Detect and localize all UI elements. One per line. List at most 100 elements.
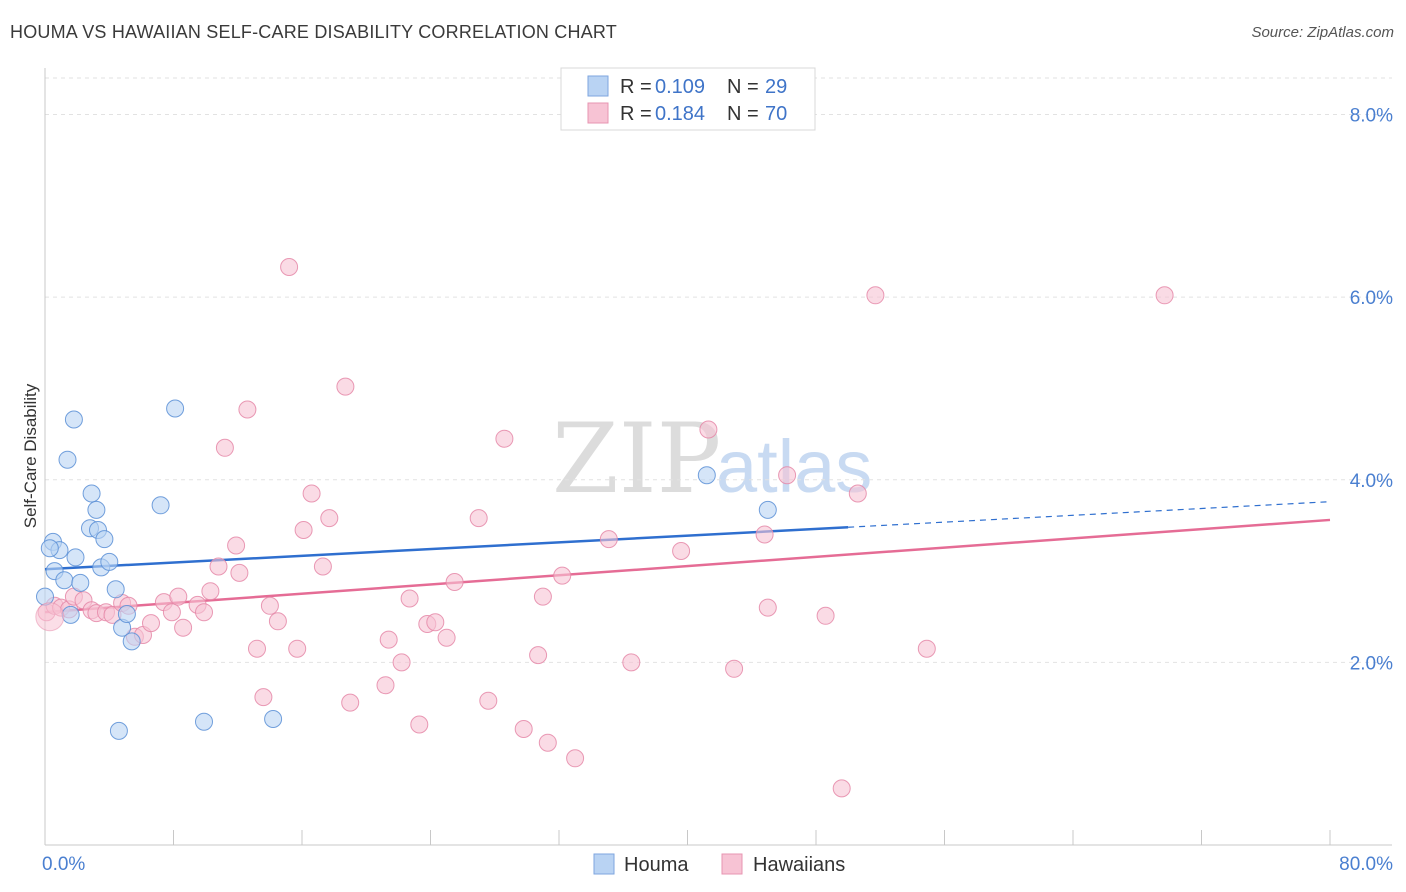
point-houma-18 (109, 721, 128, 740)
point-hawaiians-28 (254, 688, 273, 707)
point-hawaiians-41 (392, 653, 411, 672)
trend-hawaiians (44, 518, 1331, 614)
point-hawaiians-50 (495, 429, 514, 448)
legend-n-value-houma: 29 (765, 76, 787, 98)
point-hawaiians-20 (195, 603, 213, 622)
point-houma-26 (697, 466, 716, 485)
point-hawaiians-42 (400, 589, 419, 608)
point-hawaiians-35 (313, 557, 332, 576)
legend: R = 0.109 N = 29 R = 0.184 N = 70 (560, 67, 816, 131)
data-points (35, 258, 1174, 798)
point-hawaiians-51 (514, 720, 533, 738)
point-hawaiians-57 (599, 530, 618, 549)
point-houma-15 (95, 530, 114, 549)
point-hawaiians-49 (479, 691, 498, 710)
point-hawaiians-56 (566, 749, 585, 768)
point-hawaiians-48 (469, 509, 488, 528)
point-hawaiians-62 (755, 525, 774, 544)
point-hawaiians-21 (201, 582, 220, 601)
point-hawaiians-16 (162, 603, 181, 622)
y-tick-label-0: 2.0% (1350, 653, 1393, 674)
point-hawaiians-14 (142, 614, 160, 633)
point-hawaiians-60 (699, 420, 718, 439)
legend-r-label-hawaiians: R = (620, 103, 652, 125)
point-houma-25 (264, 710, 283, 728)
point-hawaiians-34 (302, 484, 321, 503)
point-hawaiians-68 (866, 286, 885, 305)
point-hawaiians-24 (227, 536, 246, 555)
point-houma-16 (100, 552, 119, 571)
point-hawaiians-27 (248, 639, 266, 658)
x-tick-label-max: 80.0% (1339, 854, 1393, 875)
point-hawaiians-43 (410, 715, 429, 734)
y-axis-label: Self-Care Disability (21, 383, 40, 528)
point-hawaiians-17 (169, 587, 188, 606)
point-hawaiians-52 (529, 646, 548, 665)
legend-r-value-hawaiians: 0.184 (655, 103, 705, 125)
point-hawaiians-26 (238, 400, 257, 419)
point-hawaiians-31 (280, 258, 299, 276)
series-houma (36, 399, 777, 740)
point-hawaiians-18 (174, 618, 193, 637)
point-houma-6 (61, 605, 80, 624)
point-hawaiians-59 (672, 542, 691, 560)
point-hawaiians-54 (538, 733, 557, 752)
y-tick-label-2: 6.0% (1350, 288, 1393, 309)
legend-swatch-hawaiians (587, 102, 609, 124)
point-hawaiians-22 (209, 557, 228, 576)
bottom-legend-swatch-houma (593, 853, 615, 875)
point-hawaiians-67 (848, 484, 867, 503)
point-hawaiians-65 (816, 606, 835, 625)
point-hawaiians-25 (230, 563, 249, 582)
y-tick-label-1: 4.0% (1350, 471, 1393, 492)
point-hawaiians-70 (1155, 286, 1174, 305)
trend-lines (44, 501, 1331, 614)
point-houma-28 (40, 539, 59, 558)
source-credit: Source: ZipAtlas.com (1251, 24, 1394, 41)
point-hawaiians-66 (832, 779, 851, 798)
legend-r-label-houma: R = (620, 76, 652, 98)
point-hawaiians-38 (341, 693, 360, 712)
legend-swatch-houma (587, 75, 609, 97)
point-houma-23 (166, 399, 185, 418)
x-tick-labels: 0.0% 80.0% (42, 854, 1393, 875)
point-houma-7 (64, 410, 83, 429)
x-tick-label-min: 0.0% (42, 854, 85, 875)
point-houma-21 (122, 632, 141, 651)
point-houma-9 (71, 573, 90, 592)
chart-title: HOUMA VS HAWAIIAN SELF-CARE DISABILITY C… (10, 22, 617, 42)
point-hawaiians-36 (320, 509, 339, 528)
point-hawaiians-58 (622, 653, 641, 672)
point-hawaiians-55 (553, 566, 572, 585)
legend-n-label-hawaiians: N = (727, 103, 759, 125)
point-hawaiians-29 (260, 596, 279, 615)
point-houma-22 (151, 496, 170, 515)
point-houma-24 (195, 712, 213, 731)
point-hawaiians-64 (778, 466, 797, 485)
axes (44, 68, 1392, 846)
point-houma-27 (758, 500, 777, 519)
y-tick-label-3: 8.0% (1350, 106, 1393, 127)
watermark: ZIP atlas (552, 403, 872, 515)
point-houma-8 (66, 548, 85, 567)
bottom-legend-label-houma: Houma (624, 854, 689, 876)
bottom-legend-label-hawaiians: Hawaiians (753, 854, 845, 876)
point-houma-5 (58, 450, 77, 469)
point-hawaiians-45 (426, 613, 445, 632)
point-hawaiians-37 (336, 377, 355, 396)
point-hawaiians-23 (215, 438, 234, 457)
point-hawaiians-33 (294, 521, 313, 539)
legend-n-label-houma: N = (727, 76, 759, 98)
watermark-atlas: atlas (716, 425, 872, 508)
point-hawaiians-32 (288, 639, 307, 658)
legend-r-value-houma: 0.109 (655, 76, 705, 98)
legend-n-value-hawaiians: 70 (765, 103, 787, 125)
bottom-legend-swatch-hawaiians (721, 853, 743, 875)
point-hawaiians-63 (758, 598, 777, 617)
trend-houma-dashed (848, 501, 1331, 528)
point-hawaiians-40 (379, 630, 398, 649)
point-hawaiians-53 (533, 587, 552, 606)
point-houma-4 (55, 571, 74, 590)
watermark-zip: ZIP (552, 403, 721, 515)
